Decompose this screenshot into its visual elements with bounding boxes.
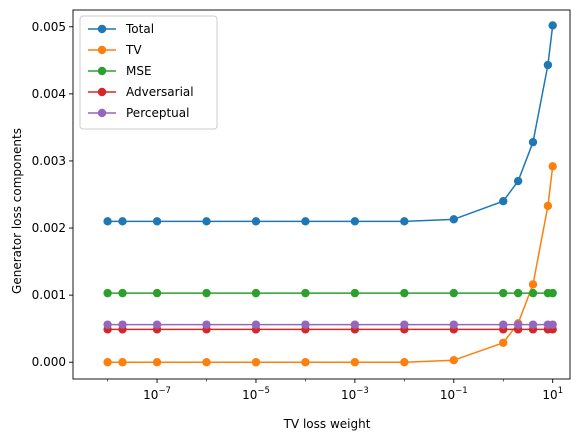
data-point-total [528, 137, 538, 147]
data-point-tv [103, 358, 112, 367]
data-point-mse [548, 288, 557, 298]
data-point-mse [251, 288, 261, 298]
series-line-tv [107, 166, 554, 363]
data-point-perceptual [528, 320, 538, 329]
y-tick-label: 0.000 [32, 355, 66, 369]
data-point-tv [202, 358, 211, 367]
legend-label-adversarial: Adversarial [126, 85, 194, 99]
legend-marker-mse [97, 66, 107, 76]
legend-label-perceptual: Perceptual [126, 106, 189, 120]
data-point-perceptual [301, 320, 310, 329]
series-group [103, 21, 557, 367]
legend-label-total: Total [125, 22, 154, 36]
data-point-perceptual [152, 320, 162, 329]
x-tick-label: 10−7 [143, 386, 171, 402]
x-tick-label: 101 [542, 386, 563, 402]
data-point-total [118, 217, 127, 226]
data-point-perceptual [251, 320, 261, 329]
axes-frame [72, 9, 571, 380]
legend-marker-perceptual [97, 108, 107, 118]
data-point-tv [449, 356, 458, 365]
data-point-total [513, 176, 523, 186]
plot-area [103, 21, 557, 367]
data-point-perceptual [449, 320, 458, 329]
data-point-tv [251, 358, 261, 367]
legend-box [79, 15, 218, 130]
data-point-tv [548, 162, 557, 171]
data-point-tv [118, 358, 127, 367]
data-point-perceptual [202, 320, 211, 329]
data-point-mse [449, 288, 458, 298]
legend-marker-total [97, 24, 107, 34]
data-point-total [103, 217, 112, 226]
data-point-tv [400, 358, 409, 367]
legend: Total TV MSE Adversarial Perceptual [79, 15, 218, 130]
axes: 10−7 10−5 10−3 10−1 101 0.000 0.001 0.002 0.003 0… [32, 9, 571, 402]
data-point-mse [103, 288, 112, 298]
data-point-mse [528, 288, 538, 298]
series-line-total [107, 25, 554, 223]
data-point-total [350, 217, 360, 226]
y-tick-label: 0.001 [32, 288, 66, 302]
x-tick-label: 10−3 [341, 386, 369, 402]
data-point-mse [513, 288, 523, 298]
data-point-tv [350, 358, 360, 367]
legend-marker-adversarial [97, 87, 107, 97]
data-point-total [548, 21, 557, 30]
x-axis-label: TV loss weight [283, 417, 371, 431]
data-point-mse [301, 288, 310, 298]
data-point-mse [202, 288, 211, 298]
data-point-mse [499, 288, 508, 298]
y-tick-label: 0.002 [32, 221, 66, 235]
data-point-perceptual [118, 320, 127, 329]
data-point-mse [152, 288, 162, 298]
data-point-total [543, 60, 553, 70]
data-point-mse [350, 288, 360, 298]
y-axis-label: Generator loss components [10, 128, 24, 294]
y-tick-label: 0.004 [32, 87, 66, 101]
data-point-tv [543, 201, 553, 211]
data-point-total [251, 217, 261, 226]
data-point-tv [499, 338, 508, 347]
data-point-perceptual [499, 320, 508, 329]
data-point-total [499, 197, 508, 206]
data-point-total [202, 217, 211, 226]
data-point-total [400, 217, 409, 226]
x-tick-label: 10−5 [242, 386, 270, 402]
data-point-perceptual [350, 320, 360, 329]
data-point-total [152, 217, 162, 226]
y-tick-label: 0.003 [32, 154, 66, 168]
legend-marker-tv [97, 45, 107, 55]
x-tick-label: 10−1 [440, 386, 468, 402]
data-point-perceptual [103, 320, 112, 329]
data-point-total [301, 217, 310, 226]
legend-label-mse: MSE [126, 64, 152, 78]
data-point-total [449, 215, 458, 224]
data-point-perceptual [548, 320, 557, 329]
data-point-tv [152, 358, 162, 367]
data-point-mse [400, 288, 409, 298]
data-point-mse [118, 288, 127, 298]
legend-label-tv: TV [125, 43, 142, 57]
data-point-perceptual [513, 320, 523, 329]
y-tick-label: 0.005 [32, 20, 66, 34]
data-point-perceptual [400, 320, 409, 329]
data-point-tv [301, 358, 310, 367]
data-point-tv [528, 280, 538, 289]
